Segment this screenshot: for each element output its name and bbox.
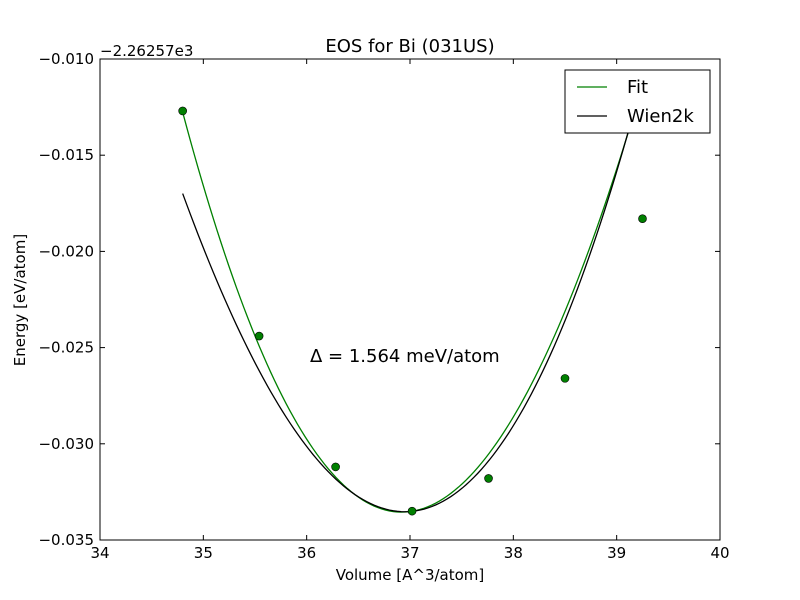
- x-axis-ticks: 34 35 36 37 38 39 40: [90, 59, 730, 562]
- x-tick-label: 36: [297, 544, 316, 562]
- y-tick-label: −0.010: [38, 50, 94, 68]
- data-points: [178, 106, 647, 516]
- x-tick-label: 37: [400, 544, 419, 562]
- y-tick-label: −0.020: [38, 242, 94, 260]
- y-axis-label: Energy [eV/atom]: [11, 234, 29, 366]
- y-tick-label: −0.030: [38, 435, 94, 453]
- data-point: [560, 374, 570, 383]
- x-tick-label: 35: [194, 544, 213, 562]
- x-tick-label: 39: [607, 544, 626, 562]
- legend-label-wien2k: Wien2k: [627, 106, 694, 127]
- data-point: [178, 106, 187, 116]
- data-point: [638, 214, 647, 223]
- data-point: [407, 506, 417, 516]
- data-point: [254, 331, 264, 341]
- x-tick-label: 34: [90, 544, 109, 562]
- y-tick-label: −0.025: [38, 339, 94, 357]
- legend: Fit Wien2k: [564, 69, 711, 134]
- y-axis-ticks: −0.010 −0.015 −0.020 −0.025 −0.030 −0.035: [38, 50, 720, 549]
- data-point: [484, 474, 493, 483]
- y-offset-label: −2.26257e3: [100, 42, 193, 60]
- data-point: [331, 462, 340, 472]
- y-tick-label: −0.015: [38, 146, 94, 164]
- x-tick-label: 38: [504, 544, 523, 562]
- legend-label-fit: Fit: [627, 77, 648, 98]
- x-tick-label: 40: [710, 544, 729, 562]
- delta-annotation: Δ = 1.564 meV/atom: [310, 346, 500, 367]
- legend-box: [564, 69, 711, 134]
- x-axis-label: Volume [A^3/atom]: [336, 566, 485, 584]
- y-tick-label: −0.035: [38, 531, 94, 549]
- chart-title: EOS for Bi (031US): [325, 36, 494, 57]
